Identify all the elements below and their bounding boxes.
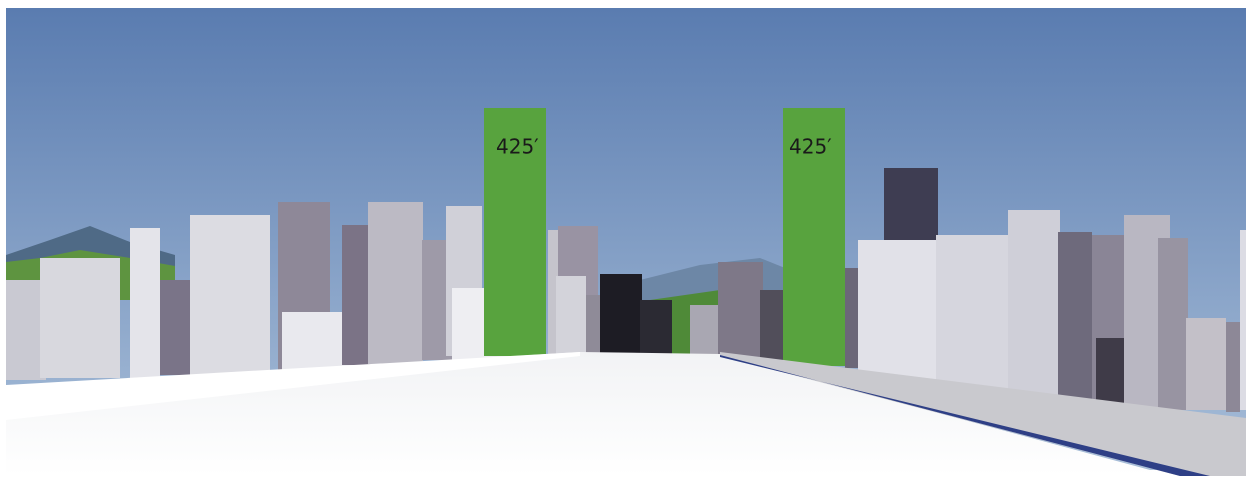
tower-label: 425′ bbox=[496, 135, 539, 159]
left-barrier bbox=[6, 352, 580, 420]
right-barrier bbox=[720, 352, 1246, 476]
buildings bbox=[6, 168, 1246, 412]
green-tower bbox=[783, 108, 845, 366]
green-tower bbox=[484, 108, 546, 356]
tower-label: 425′ bbox=[789, 135, 832, 159]
